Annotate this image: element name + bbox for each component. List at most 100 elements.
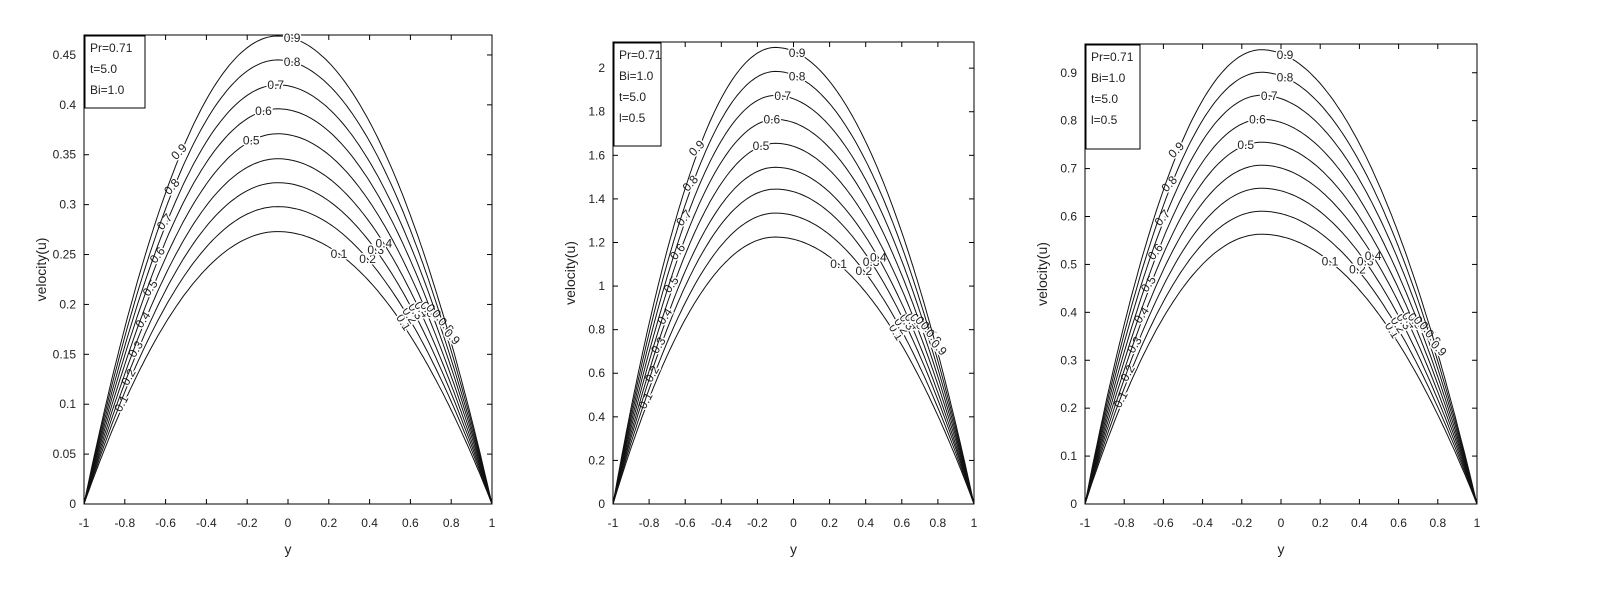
legend-box bbox=[84, 35, 146, 109]
y-tick-label: 0.2 bbox=[59, 297, 76, 311]
y-tick-label: 0.2 bbox=[588, 453, 605, 467]
series-curve-0.4 bbox=[1084, 164, 1478, 505]
series-curve-0.5 bbox=[612, 142, 975, 505]
y-tick-label: 0.4 bbox=[588, 410, 605, 424]
legend-entry: Pr=0.71 bbox=[1091, 50, 1134, 64]
curve-label-top: 0.1 bbox=[830, 257, 847, 271]
y-tick-label: 0.8 bbox=[1060, 114, 1077, 128]
x-tick-label: -1 bbox=[608, 516, 619, 530]
x-tick-label: 1 bbox=[489, 516, 496, 530]
y-tick-label: 0.35 bbox=[53, 148, 77, 162]
curve-label-left: 0.8 bbox=[1158, 173, 1180, 195]
series-curve-0.2 bbox=[612, 212, 975, 505]
x-tick-label: 0.6 bbox=[893, 516, 910, 530]
x-tick-label: 0.6 bbox=[1390, 516, 1407, 530]
series-curve-0.1 bbox=[612, 236, 975, 505]
y-tick-label: 0.05 bbox=[53, 447, 77, 461]
curve-label-top: 0.4 bbox=[376, 236, 393, 250]
x-tick-label: -0.2 bbox=[1231, 516, 1252, 530]
x-tick-label: -0.8 bbox=[114, 516, 135, 530]
series-curve-0.6 bbox=[83, 108, 493, 505]
x-tick-label: -0.6 bbox=[1153, 516, 1174, 530]
legend-entry: t=5.0 bbox=[90, 62, 117, 76]
y-axis-title: velocity(u) bbox=[33, 238, 49, 302]
curve-label-top: 0.7 bbox=[267, 78, 284, 92]
y-tick-label: 0.1 bbox=[59, 397, 76, 411]
legend-entry: l=0.5 bbox=[619, 111, 646, 125]
chart-panel-1: -1 -0.8 -0.6 -0.4 -0.2 0 0.2 0.4 0.6 0.8 100.050.1… bbox=[33, 30, 496, 557]
x-tick-label: 0 bbox=[285, 516, 292, 530]
curve-label-top: 0.7 bbox=[1261, 89, 1278, 103]
x-tick-label: -0.6 bbox=[675, 516, 696, 530]
curve-label-top: 0.7 bbox=[774, 89, 791, 103]
curve-label-top: 0.8 bbox=[789, 70, 806, 84]
curve-label-left: 0.9 bbox=[686, 137, 708, 159]
y-tick-label: 0.7 bbox=[1060, 162, 1077, 176]
curve-label-left: 0.1 bbox=[1111, 389, 1131, 411]
x-tick-label: -0.4 bbox=[711, 516, 732, 530]
x-tick-label: 0.6 bbox=[402, 516, 419, 530]
x-tick-label: 1 bbox=[971, 516, 978, 530]
x-tick-label: -0.2 bbox=[747, 516, 768, 530]
y-tick-label: 1.4 bbox=[588, 192, 605, 206]
curve-label-top: 0.2 bbox=[1349, 262, 1366, 276]
series-curve-0.2 bbox=[1084, 210, 1478, 505]
y-tick-label: 0.9 bbox=[1060, 66, 1077, 80]
y-tick-label: 0.2 bbox=[1060, 401, 1077, 415]
series-curve-0.5 bbox=[83, 133, 493, 505]
series-curve-0.9 bbox=[83, 35, 493, 505]
curve-label-left: 0.8 bbox=[161, 176, 183, 198]
legend-entry: t=5.0 bbox=[1091, 92, 1118, 106]
curve-label-top: 0.5 bbox=[243, 134, 260, 148]
legend-entry: Bi=1.0 bbox=[90, 83, 125, 97]
y-tick-label: 0.4 bbox=[59, 98, 76, 112]
chart-panel-3: -1 -0.8 -0.6 -0.4 -0.2 0 0.2 0.4 0.6 0.8 100.10.20… bbox=[1034, 43, 1481, 557]
curve-label-top: 0.6 bbox=[1249, 112, 1266, 126]
x-tick-label: 1 bbox=[1474, 516, 1481, 530]
x-tick-label: -0.2 bbox=[237, 516, 258, 530]
curve-label-left: 0.7 bbox=[1152, 207, 1174, 229]
chart-panel-2: -1 -0.8 -0.6 -0.4 -0.2 0 0.2 0.4 0.6 0.8 100.20.40… bbox=[562, 41, 978, 557]
series-curve-0.9 bbox=[612, 46, 975, 505]
curve-label-top: 0.8 bbox=[1277, 70, 1294, 84]
y-tick-label: 1.8 bbox=[588, 105, 605, 119]
x-tick-label: 0.8 bbox=[1429, 516, 1446, 530]
curve-label-top: 0.6 bbox=[255, 104, 272, 118]
curve-label-top: 0.4 bbox=[1365, 249, 1382, 263]
curve-label-top: 0.8 bbox=[284, 55, 301, 69]
x-tick-label: 0.2 bbox=[320, 516, 337, 530]
x-tick-label: 0 bbox=[1278, 516, 1285, 530]
legend-box bbox=[1085, 44, 1141, 150]
curve-label-left: 0.8 bbox=[680, 172, 702, 194]
x-axis-title: y bbox=[1278, 541, 1285, 557]
legend-entry: Pr=0.71 bbox=[90, 41, 133, 55]
x-tick-label: 0.4 bbox=[857, 516, 874, 530]
x-tick-label: -0.4 bbox=[196, 516, 217, 530]
y-tick-label: 0.15 bbox=[53, 347, 77, 361]
series-curve-0.4 bbox=[83, 158, 493, 505]
y-tick-label: 1 bbox=[598, 279, 605, 293]
y-tick-label: 1.2 bbox=[588, 235, 605, 249]
y-tick-label: 0 bbox=[1070, 497, 1077, 511]
y-tick-label: 0 bbox=[69, 497, 76, 511]
y-tick-label: 2 bbox=[598, 61, 605, 75]
y-tick-label: 0.1 bbox=[1060, 449, 1077, 463]
curve-label-top: 0.2 bbox=[856, 264, 873, 278]
legend-box bbox=[613, 42, 662, 147]
series-curve-0.7 bbox=[612, 94, 975, 505]
y-tick-label: 0.3 bbox=[59, 198, 76, 212]
curve-label-top: 0.5 bbox=[753, 139, 770, 153]
x-axis-title: y bbox=[790, 541, 797, 557]
x-tick-label: 0.8 bbox=[930, 516, 947, 530]
curve-label-top: 0.9 bbox=[1277, 48, 1294, 62]
curve-label-top: 0.1 bbox=[331, 247, 348, 261]
y-tick-label: 0.8 bbox=[588, 323, 605, 337]
series-curve-0.7 bbox=[83, 84, 493, 505]
legend-entry: Bi=1.0 bbox=[1091, 71, 1126, 85]
x-tick-label: 0.2 bbox=[1312, 516, 1329, 530]
series-curve-0.3 bbox=[83, 182, 493, 505]
x-axis-title: y bbox=[285, 541, 292, 557]
series-curve-0.6 bbox=[1084, 118, 1478, 505]
